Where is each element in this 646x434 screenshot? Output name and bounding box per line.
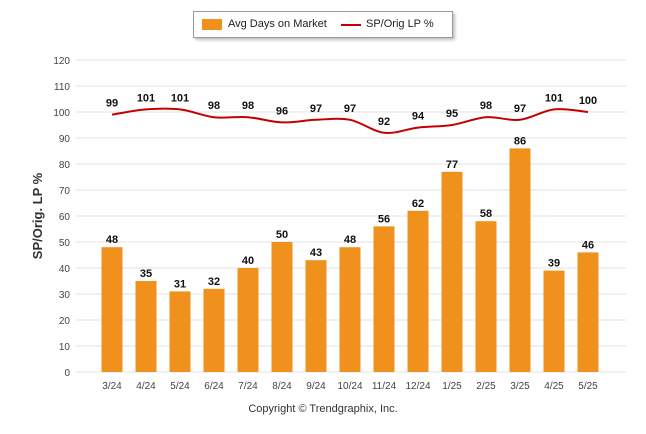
bar-data-labels: 48 35 31 32 40 50 43 48 56 62 77 58 86 39 46 (106, 135, 594, 290)
bar-value-label: 56 (378, 213, 390, 225)
bar (441, 171, 463, 372)
bar-series (101, 148, 599, 372)
x-axis-ticks: 3/24 4/24 5/24 6/24 7/24 8/24 9/24 10/24 11/24 12… (102, 381, 598, 392)
y-tick-label: 80 (59, 160, 71, 171)
x-tick-label: 4/25 (544, 381, 564, 392)
line-value-label: 97 (344, 103, 356, 115)
y-tick-label: 100 (53, 108, 70, 119)
line-value-label: 100 (579, 95, 597, 107)
y-tick-label: 0 (64, 368, 70, 379)
bar-value-label: 35 (140, 268, 152, 280)
bar-value-label: 43 (310, 247, 322, 259)
x-tick-label: 5/24 (170, 381, 190, 392)
bar (271, 242, 293, 372)
y-tick-label: 60 (59, 212, 71, 223)
line-value-label: 97 (514, 103, 526, 115)
bar-value-label: 58 (480, 208, 492, 220)
line-value-label: 101 (171, 92, 189, 104)
line-value-label: 94 (412, 111, 425, 123)
legend-label-sp: SP/Orig LP % (366, 18, 434, 30)
bar (373, 226, 395, 372)
line-value-label: 96 (276, 105, 288, 117)
x-tick-label: 8/24 (272, 381, 292, 392)
line-series (111, 107, 589, 135)
line-value-label: 98 (480, 100, 492, 112)
bar-value-label: 48 (344, 234, 356, 246)
line-value-label: 97 (310, 103, 322, 115)
legend: Avg Days on Market SP/Orig LP % (193, 11, 453, 38)
y-tick-label: 90 (59, 134, 71, 145)
bar (237, 268, 259, 372)
bar (135, 281, 157, 372)
bar-value-label: 62 (412, 198, 424, 210)
x-tick-label: 5/25 (578, 381, 598, 392)
y-tick-label: 120 (53, 56, 70, 67)
y-tick-label: 40 (59, 264, 71, 275)
bar (203, 288, 225, 372)
x-tick-label: 4/24 (136, 381, 156, 392)
legend-swatch-bar (202, 19, 222, 30)
sp-orig-lp-line (111, 107, 589, 135)
line-value-label: 101 (137, 92, 155, 104)
bar (101, 247, 123, 372)
bar-value-label: 40 (242, 255, 254, 267)
bar-value-label: 31 (174, 278, 186, 290)
copyright-text: Copyright © Trendgraphix, Inc. (248, 403, 398, 415)
y-axis-ticks: 0 10 20 30 40 50 60 70 80 90 100 110 120 (53, 56, 70, 379)
line-value-label: 99 (106, 98, 118, 110)
line-value-label: 92 (378, 116, 390, 128)
bar-value-label: 86 (514, 135, 526, 147)
x-tick-label: 11/24 (372, 381, 397, 392)
y-tick-label: 10 (59, 342, 71, 353)
line-value-label: 95 (446, 108, 458, 120)
y-tick-label: 110 (54, 82, 70, 93)
x-tick-label: 9/24 (306, 381, 326, 392)
bar (509, 148, 531, 372)
bar-value-label: 77 (446, 159, 458, 171)
x-tick-label: 3/25 (510, 381, 530, 392)
bar-value-label: 32 (208, 276, 220, 288)
line-value-label: 98 (208, 100, 220, 112)
y-tick-label: 20 (59, 316, 71, 327)
bar-value-label: 50 (276, 229, 288, 241)
bar (339, 247, 361, 372)
bar (169, 291, 191, 372)
bar (577, 252, 599, 372)
y-axis-label: SP/Orig. LP % (30, 172, 45, 259)
y-tick-label: 30 (59, 290, 71, 301)
bar (543, 270, 565, 372)
x-tick-label: 1/25 (442, 381, 462, 392)
y-tick-label: 70 (59, 186, 71, 197)
bar-value-label: 46 (582, 239, 594, 251)
x-tick-label: 12/24 (405, 381, 430, 392)
bar-value-label: 48 (106, 234, 118, 246)
x-tick-label: 2/25 (476, 381, 496, 392)
x-tick-label: 3/24 (102, 381, 122, 392)
line-data-labels: 99 101 101 98 98 96 97 97 92 94 95 98 97 101 100 (106, 92, 597, 127)
x-tick-label: 10/24 (337, 381, 362, 392)
legend-label-days: Avg Days on Market (228, 18, 327, 30)
line-value-label: 98 (242, 100, 254, 112)
x-tick-label: 7/24 (238, 381, 258, 392)
line-value-label: 101 (545, 92, 563, 104)
x-tick-label: 6/24 (204, 381, 224, 392)
bar-value-label: 39 (548, 258, 560, 270)
bar (407, 210, 429, 372)
legend-swatch-line (341, 24, 361, 26)
bar (475, 221, 497, 372)
bar (305, 260, 327, 372)
y-tick-label: 50 (59, 238, 71, 249)
